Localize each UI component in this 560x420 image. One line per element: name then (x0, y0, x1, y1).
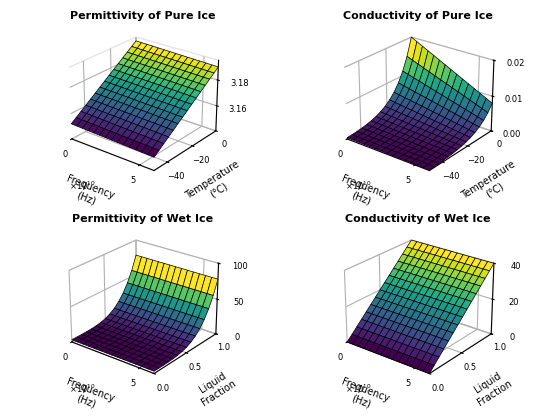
Title: Conductivity of Wet Ice: Conductivity of Wet Ice (345, 214, 491, 224)
X-axis label: Frequency
(Hz): Frequency (Hz) (60, 377, 115, 415)
Y-axis label: Liquid
Fraction: Liquid Fraction (194, 368, 238, 408)
Y-axis label: Liquid
Fraction: Liquid Fraction (469, 368, 514, 408)
X-axis label: Frequency
(Hz): Frequency (Hz) (336, 377, 391, 415)
Y-axis label: Temperature
(°C): Temperature (°C) (184, 159, 248, 211)
Text: $\times10^{10}$: $\times10^{10}$ (344, 383, 371, 395)
X-axis label: Frequency
(Hz): Frequency (Hz) (336, 174, 391, 212)
Text: $\times10^{10}$: $\times10^{10}$ (69, 383, 96, 395)
Text: $\times10^{10}$: $\times10^{10}$ (344, 179, 371, 192)
X-axis label: Frequency
(Hz): Frequency (Hz) (60, 174, 115, 212)
Text: $\times10^{10}$: $\times10^{10}$ (69, 179, 96, 192)
Title: Conductivity of Pure Ice: Conductivity of Pure Ice (343, 11, 493, 21)
Y-axis label: Temperature
(°C): Temperature (°C) (459, 159, 523, 211)
Title: Permittivity of Wet Ice: Permittivity of Wet Ice (72, 214, 213, 224)
Title: Permittivity of Pure Ice: Permittivity of Pure Ice (69, 11, 215, 21)
